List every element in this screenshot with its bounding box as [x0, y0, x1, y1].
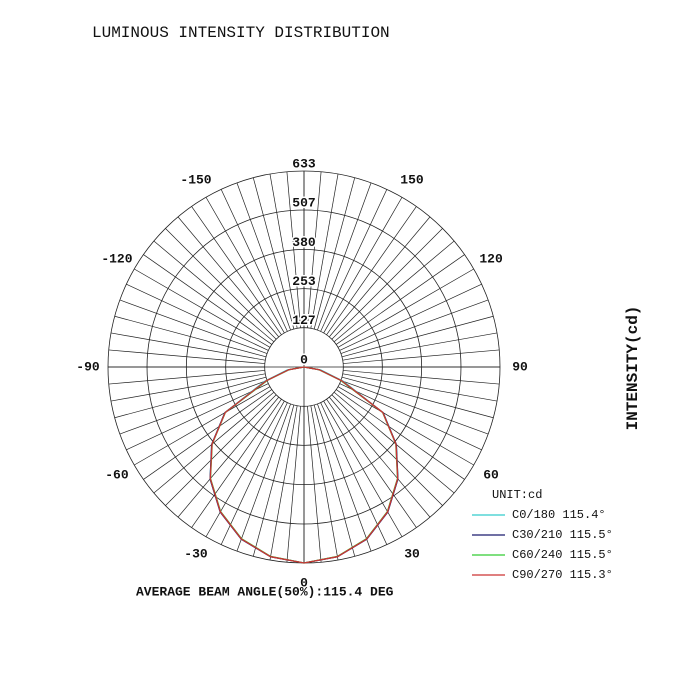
- legend-label: C60/240 115.5°: [512, 548, 613, 562]
- r-tick-label: 0: [300, 352, 308, 367]
- angle-tick-label: 60: [483, 467, 499, 482]
- angle-tick-label: 30: [404, 546, 420, 561]
- angle-tick-label: -30: [184, 546, 208, 561]
- r-tick-label: 380: [292, 235, 316, 250]
- angle-tick-label: 0: [300, 575, 308, 590]
- angle-tick-label: -120: [101, 251, 132, 266]
- angle-tick-label: 150: [400, 172, 424, 187]
- legend-label: C0/180 115.4°: [512, 508, 606, 522]
- r-tick-label: 507: [292, 195, 315, 210]
- angle-tick-label: -150: [180, 172, 211, 187]
- r-tick-label: 633: [292, 156, 316, 171]
- legend-label: C90/270 115.3°: [512, 568, 613, 582]
- grid-ring: [225, 288, 383, 446]
- series-line: [209, 366, 399, 564]
- angle-tick-label: 90: [512, 359, 528, 374]
- angle-tick-label: -60: [105, 467, 129, 482]
- unit-label: UNIT:cd: [492, 488, 542, 502]
- r-tick-label: 127: [292, 313, 315, 328]
- angle-tick-label: 120: [479, 251, 503, 266]
- grid-ring: [264, 327, 344, 407]
- angle-tick-label: -90: [76, 359, 100, 374]
- axis-label: INTENSITY(cd): [624, 306, 642, 431]
- grid-ring: [185, 248, 423, 486]
- chart-title: LUMINOUS INTENSITY DISTRIBUTION: [92, 24, 390, 42]
- grid-ring: [146, 209, 462, 525]
- legend-label: C30/210 115.5°: [512, 528, 613, 542]
- r-tick-label: 253: [292, 274, 316, 289]
- footer: AVERAGE BEAM ANGLE(50%):115.4 DEG: [136, 584, 394, 599]
